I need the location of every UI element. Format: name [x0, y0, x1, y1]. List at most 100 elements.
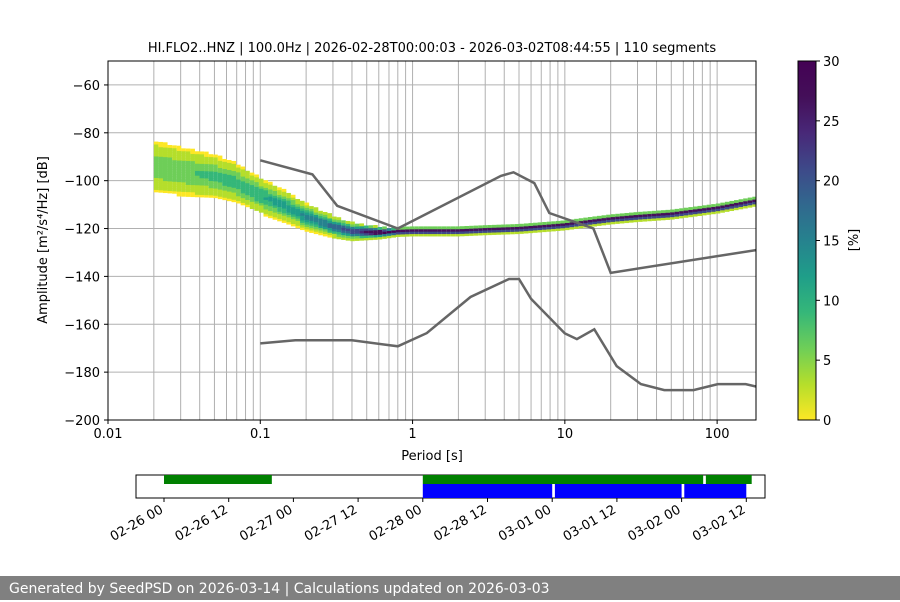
heatmap-cell: [153, 165, 159, 169]
heatmap-cell: [624, 215, 629, 219]
heatmap-cell: [565, 227, 570, 231]
heatmap-cell: [469, 230, 474, 234]
heatmap-cell: [670, 214, 675, 218]
heatmap-cell: [628, 214, 634, 218]
heatmap-cell: [286, 221, 291, 225]
heatmap-cell: [254, 198, 259, 202]
heatmap-cell: [615, 216, 620, 220]
heatmap-cell: [167, 149, 173, 153]
heatmap-cell: [204, 175, 209, 179]
heatmap-cell: [304, 214, 310, 218]
heatmap-cell: [254, 200, 259, 204]
heatmap-cell: [199, 180, 205, 184]
heatmap-cell: [542, 229, 547, 233]
heatmap-cell: [199, 192, 205, 196]
heatmap-cell: [711, 204, 716, 208]
heatmap-cell: [176, 167, 182, 171]
heatmap-cell: [464, 226, 470, 229]
heatmap-cell: [245, 173, 250, 177]
heatmap-cell: [715, 203, 721, 207]
heatmap-cell: [272, 214, 278, 218]
heatmap-cell: [222, 163, 227, 167]
heatmap-cell: [606, 214, 611, 218]
heatmap-cell: [377, 229, 383, 233]
heatmap-cell: [350, 233, 355, 237]
heatmap-cell: [318, 217, 323, 221]
heatmap-cell: [268, 191, 273, 195]
heatmap-cell: [185, 165, 191, 169]
heatmap-cell: [724, 206, 730, 210]
heatmap-cell: [660, 217, 666, 221]
heatmap-cell: [400, 229, 406, 233]
heatmap-cell: [272, 204, 278, 208]
timeline-tick-label: 02-26 12: [173, 502, 231, 544]
heatmap-cell: [501, 226, 506, 230]
heatmap-cell: [217, 196, 223, 200]
heatmap-cell: [665, 212, 671, 216]
colorbar-ticks: 0 5 10 15 20 25 30: [816, 55, 840, 429]
heatmap-cell: [172, 169, 177, 173]
heatmap-cell: [190, 189, 195, 193]
heatmap-cell: [240, 168, 246, 172]
heatmap-cell: [286, 214, 291, 218]
heatmap-cell: [336, 233, 342, 237]
heatmap-cell: [240, 176, 246, 179]
heatmap-cell: [720, 209, 725, 213]
heatmap-cell: [752, 196, 756, 200]
timeline-tick-label: 03-01 00: [496, 502, 554, 544]
heatmap-cell: [194, 175, 200, 179]
heatmap-cell: [194, 182, 200, 186]
heatmap-cell: [409, 233, 415, 237]
heatmap-cell: [172, 181, 177, 185]
heatmap-cell: [405, 226, 410, 230]
heatmap-cell: [190, 153, 195, 157]
heatmap-cell: [162, 175, 168, 179]
heatmap-cell: [332, 218, 337, 222]
heatmap-cell: [624, 217, 629, 221]
heatmap-cell: [304, 216, 310, 220]
heatmap-cell: [176, 193, 182, 197]
heatmap-cell: [268, 210, 273, 214]
heatmap-cell: [354, 228, 360, 232]
heatmap-cell: [231, 187, 237, 191]
heatmap-cell: [332, 228, 337, 232]
heatmap-cell: [194, 160, 200, 164]
heatmap-cell: [249, 198, 255, 202]
heatmap-cell: [692, 213, 698, 217]
heatmap-cell: [286, 219, 291, 223]
heatmap-cell: [651, 218, 657, 221]
heatmap-cell: [569, 226, 575, 230]
heatmap-cell: [249, 201, 255, 205]
heatmap-cell: [204, 177, 209, 181]
heatmap-cell: [190, 165, 195, 169]
timeline-tick-label: 02-28 12: [431, 502, 489, 544]
heatmap-cell: [185, 193, 191, 197]
heatmap-cell: [277, 187, 282, 191]
heatmap-cell: [281, 215, 287, 219]
heatmap-cell: [236, 195, 241, 199]
heatmap-cell: [162, 178, 168, 182]
colorbar-tick-label: 10: [823, 294, 840, 309]
heatmap-cell: [204, 180, 209, 184]
heatmap-cell: [158, 146, 163, 150]
heatmap-cell: [482, 232, 488, 236]
heatmap-cell: [236, 200, 241, 204]
heatmap-cell: [359, 228, 364, 232]
heatmap-cell: [427, 226, 433, 230]
low-noise-model-line: [260, 277, 756, 392]
heatmap-cell: [446, 226, 451, 230]
heatmap-cell: [300, 222, 305, 226]
heatmap-cell: [423, 226, 428, 230]
heatmap-cell: [263, 201, 269, 205]
heatmap-cell: [226, 198, 232, 202]
heatmap-cell: [354, 238, 360, 241]
heatmap-cell: [697, 205, 703, 209]
heatmap-cell: [263, 192, 269, 196]
heatmap-cell: [153, 175, 159, 178]
heatmap-cell: [542, 224, 547, 228]
heatmap-cell: [249, 189, 255, 193]
heatmap-cell: [199, 172, 205, 176]
heatmap-cell: [519, 226, 524, 230]
heatmap-cell: [391, 234, 396, 238]
heatmap-cell: [217, 160, 223, 164]
